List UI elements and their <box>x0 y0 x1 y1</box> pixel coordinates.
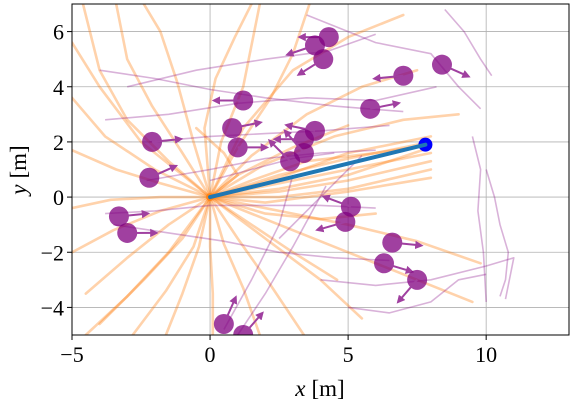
candidate-trajectory <box>208 146 433 199</box>
pedestrian-velocity-arrow <box>296 58 324 76</box>
candidate-trajectory <box>208 195 306 335</box>
pedestrian-track <box>444 8 493 77</box>
pedestrian-track <box>471 136 487 302</box>
pedestrian-track <box>149 124 390 143</box>
candidate-trajectory <box>208 195 339 282</box>
pedestrian-velocity-arrow <box>285 44 316 57</box>
pedestrian-velocity-arrow <box>151 135 184 144</box>
x-tick-label: 10 <box>475 342 497 367</box>
selected-path-layer <box>206 137 433 202</box>
pedestrian-velocity-arrow <box>148 164 179 179</box>
x-tick-label: 5 <box>343 342 354 367</box>
y-axis-label: y[m] <box>6 145 31 196</box>
pedestrian-track <box>320 256 515 300</box>
candidate-trajectory <box>208 159 433 199</box>
pedestrian-velocity-arrow <box>383 262 415 274</box>
y-tick-label: 0 <box>53 185 64 210</box>
pedestrian-velocity-arrow <box>118 209 151 219</box>
candidate-trajectory <box>72 96 212 199</box>
pedestrian-velocity-arrow <box>392 240 424 250</box>
pedestrian-velocity-arrow <box>242 311 264 335</box>
candidate-trajectory <box>131 195 212 335</box>
candidate-trajectory <box>208 113 460 199</box>
y-tick-label: 6 <box>53 20 64 45</box>
y-tick-label: 2 <box>53 130 64 155</box>
candidate-trajectory <box>208 140 433 199</box>
plot-data <box>72 4 515 335</box>
candidate-trajectory <box>195 126 239 199</box>
pedestrian-velocity-arrow <box>222 295 238 325</box>
pedestrian-track <box>485 169 510 297</box>
pedestrian-velocity-arrow <box>321 194 352 208</box>
candidate-trajectory <box>72 195 212 254</box>
pedestrian-track <box>347 273 487 314</box>
candidate-trajectory <box>84 195 212 335</box>
pedestrian-velocity-arrow <box>370 100 402 110</box>
pedestrian-track <box>113 223 390 262</box>
pedestrian-track <box>209 152 335 182</box>
candidate-trajectory <box>81 4 212 199</box>
candidate-trajectory <box>208 176 433 204</box>
y-tick-label: 4 <box>53 75 64 100</box>
pedestrian-velocity-arrow <box>315 220 346 233</box>
pedestrian-velocity-arrow <box>267 139 291 162</box>
candidate-trajectory <box>98 195 212 326</box>
candidate-trajectory <box>203 4 253 199</box>
candidate-trajectory <box>142 4 212 199</box>
pedestrian-velocity-arrow <box>284 122 316 132</box>
candidate-trajectory <box>208 195 364 320</box>
pedestrian-track <box>146 149 376 182</box>
axes-frame <box>71 3 570 336</box>
candidate-trajectory <box>72 195 212 210</box>
pedestrians <box>108 27 471 335</box>
candidate-trajectory <box>72 148 212 199</box>
pedestrian-velocity-arrow <box>372 73 404 83</box>
pedestrian-track <box>223 174 294 330</box>
candidate-trajectory <box>208 195 215 335</box>
selected-path <box>208 142 428 200</box>
axis-ticks: −5 0 5 10 −4 −2 0 2 4 6 <box>41 20 498 367</box>
candidate-trajectory <box>164 195 212 335</box>
pedestrian-track <box>237 185 327 335</box>
candidate-trajectory <box>208 195 474 304</box>
pedestrian-velocity-arrow <box>283 129 305 154</box>
x-tick-label: 0 <box>205 342 216 367</box>
pedestrian-marker <box>233 325 254 335</box>
pedestrian-track <box>105 86 437 121</box>
candidate-trajectory <box>114 4 212 199</box>
pedestrian-track <box>306 14 482 110</box>
pedestrian-track <box>127 33 376 88</box>
pedestrian-velocity-arrow <box>441 63 471 78</box>
pedestrian-velocity-arrow <box>231 119 263 130</box>
candidate-trajectory <box>208 168 433 199</box>
x-axis-label: x [m] <box>294 376 344 401</box>
y-tick-label: −2 <box>41 240 64 265</box>
x-tick-label: −5 <box>60 342 83 367</box>
candidate-trajectory <box>208 195 262 335</box>
candidate-trajectory <box>208 4 262 199</box>
y-tick-label: −4 <box>41 295 64 320</box>
candidate-trajectory <box>84 195 212 295</box>
pedestrian-velocity-arrow <box>396 279 418 304</box>
pedestrian-track <box>278 155 363 240</box>
candidate-trajectories <box>72 4 482 335</box>
